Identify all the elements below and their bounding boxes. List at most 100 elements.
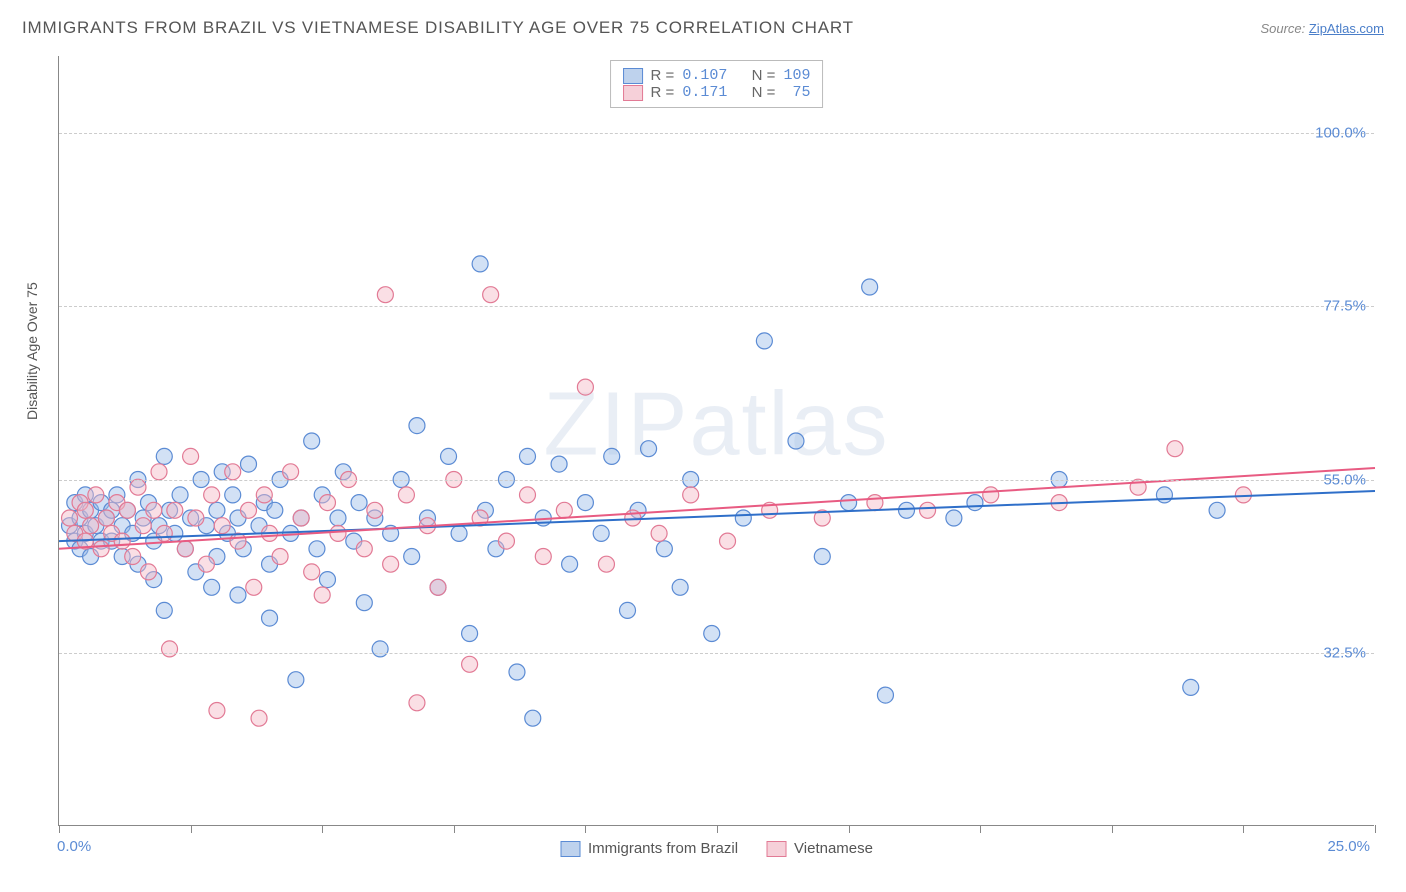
data-point — [272, 549, 288, 565]
data-point — [241, 456, 257, 472]
data-point — [256, 487, 272, 503]
data-point — [288, 672, 304, 688]
data-point — [577, 495, 593, 511]
legend-r-value-1: 0.171 — [682, 84, 727, 101]
x-tick — [454, 825, 455, 833]
data-point — [867, 495, 883, 511]
data-point — [967, 495, 983, 511]
source-link[interactable]: ZipAtlas.com — [1309, 21, 1384, 36]
data-point — [1156, 487, 1172, 503]
data-point — [183, 448, 199, 464]
legend-n-label: N = — [752, 67, 776, 84]
data-point — [551, 456, 567, 472]
data-point — [720, 533, 736, 549]
data-point — [351, 495, 367, 511]
legend-n-value-0: 109 — [783, 67, 810, 84]
data-point — [535, 549, 551, 565]
data-point — [214, 518, 230, 534]
gridline-h — [59, 133, 1374, 134]
data-point — [140, 564, 156, 580]
legend-n-label: N = — [752, 84, 776, 101]
data-point — [251, 710, 267, 726]
y-tick-label: 55.0% — [1323, 471, 1366, 488]
data-point — [151, 464, 167, 480]
data-point — [309, 541, 325, 557]
data-point — [262, 610, 278, 626]
data-point — [209, 502, 225, 518]
trend-line — [59, 491, 1375, 541]
data-point — [525, 710, 541, 726]
swatch-pink-icon — [766, 841, 786, 857]
data-point — [62, 510, 78, 526]
x-tick — [59, 825, 60, 833]
x-tick — [1243, 825, 1244, 833]
data-point — [177, 541, 193, 557]
data-point — [130, 479, 146, 495]
legend-r-label: R = — [651, 67, 675, 84]
data-point — [225, 464, 241, 480]
data-point — [556, 502, 572, 518]
data-point — [1209, 502, 1225, 518]
data-point — [198, 556, 214, 572]
data-point — [509, 664, 525, 680]
data-point — [83, 518, 99, 534]
legend-item-brazil: Immigrants from Brazil — [560, 840, 738, 857]
data-point — [98, 510, 114, 526]
data-point — [519, 448, 535, 464]
x-tick — [1112, 825, 1113, 833]
y-tick-label: 100.0% — [1315, 125, 1366, 142]
data-point — [441, 448, 457, 464]
data-point — [983, 487, 999, 503]
x-tick-label: 25.0% — [1327, 838, 1370, 855]
data-point — [230, 587, 246, 603]
chart-area: ZIPatlas R = 0.107 N = 109 R = 0.171 N =… — [58, 56, 1374, 826]
data-point — [156, 448, 172, 464]
x-tick — [585, 825, 586, 833]
data-point — [704, 626, 720, 642]
legend-series: Immigrants from Brazil Vietnamese — [560, 840, 873, 857]
data-point — [77, 502, 93, 518]
data-point — [356, 541, 372, 557]
data-point — [430, 579, 446, 595]
data-point — [398, 487, 414, 503]
data-point — [156, 602, 172, 618]
swatch-pink-icon — [623, 85, 643, 101]
x-tick — [1375, 825, 1376, 833]
x-tick — [717, 825, 718, 833]
legend-r-value-0: 0.107 — [682, 67, 727, 84]
plot-svg — [59, 56, 1374, 825]
x-tick-label: 0.0% — [57, 838, 91, 855]
data-point — [267, 502, 283, 518]
data-point — [920, 502, 936, 518]
data-point — [593, 525, 609, 541]
data-point — [1167, 441, 1183, 457]
data-point — [241, 502, 257, 518]
data-point — [172, 487, 188, 503]
data-point — [788, 433, 804, 449]
gridline-h — [59, 480, 1374, 481]
data-point — [156, 525, 172, 541]
data-point — [162, 641, 178, 657]
data-point — [672, 579, 688, 595]
data-point — [620, 602, 636, 618]
data-point — [472, 256, 488, 272]
y-axis-label: Disability Age Over 75 — [24, 282, 40, 420]
gridline-h — [59, 653, 1374, 654]
data-point — [304, 564, 320, 580]
data-point — [146, 502, 162, 518]
data-point — [283, 464, 299, 480]
data-point — [451, 525, 467, 541]
data-point — [577, 379, 593, 395]
data-point — [377, 287, 393, 303]
source-prefix: Source: — [1260, 21, 1308, 36]
data-point — [409, 695, 425, 711]
data-point — [862, 279, 878, 295]
data-point — [135, 518, 151, 534]
data-point — [641, 441, 657, 457]
data-point — [125, 549, 141, 565]
data-point — [404, 549, 420, 565]
data-point — [946, 510, 962, 526]
data-point — [188, 510, 204, 526]
data-point — [683, 487, 699, 503]
data-point — [119, 502, 135, 518]
